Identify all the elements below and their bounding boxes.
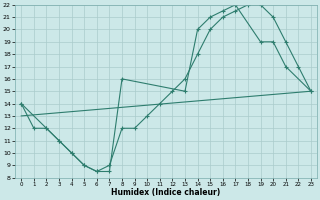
X-axis label: Humidex (Indice chaleur): Humidex (Indice chaleur) [111,188,221,197]
